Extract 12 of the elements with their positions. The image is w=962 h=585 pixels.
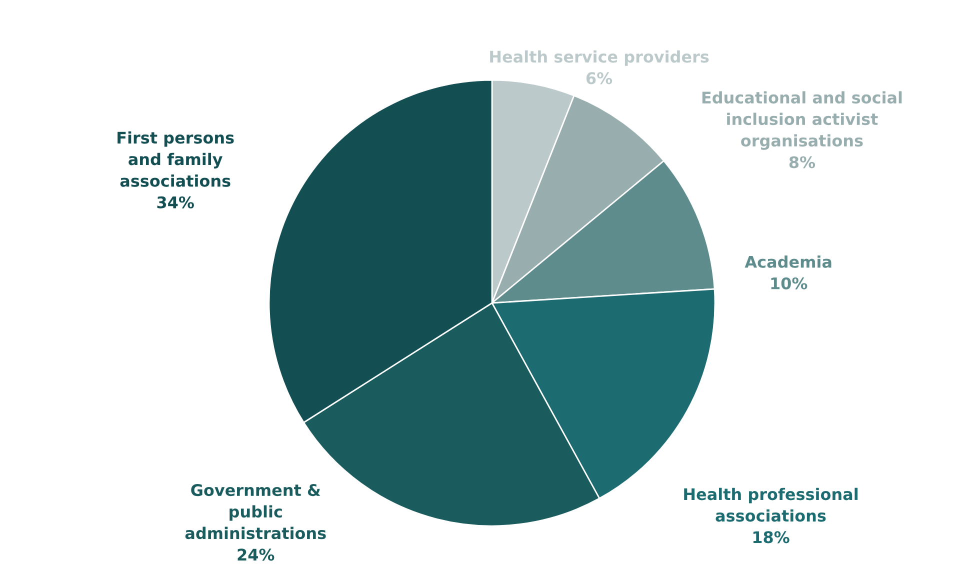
data-label: 8% <box>789 156 816 168</box>
slice-label: Educational and social inclusion activist organisations <box>702 91 902 150</box>
slice-label: Health professional associations <box>684 488 858 522</box>
data-label: 34% <box>157 196 194 208</box>
slice-label: Government & public administrations <box>185 484 326 540</box>
data-label: 18% <box>753 531 790 544</box>
slice-label: First persons and family associations <box>118 131 234 187</box>
slice-label: Academia <box>744 256 832 268</box>
data-label: 10% <box>771 277 808 290</box>
data-label: 6% <box>586 72 612 84</box>
data-label: 24% <box>238 548 274 561</box>
slice-label: Health service providers <box>490 50 709 66</box>
